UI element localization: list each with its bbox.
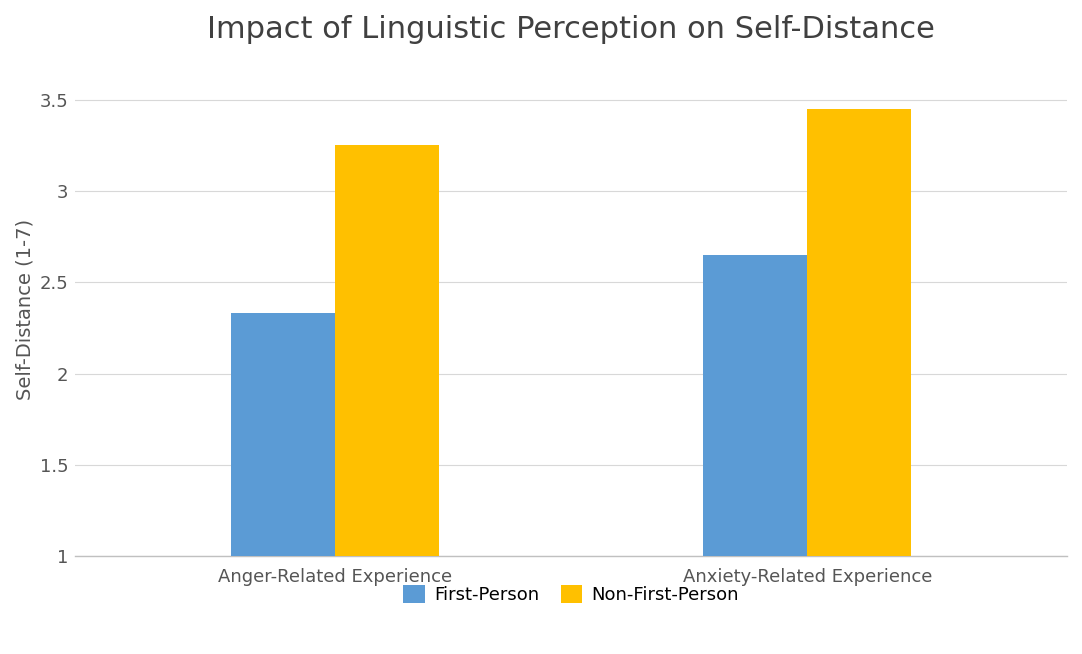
Y-axis label: Self-Distance (1-7): Self-Distance (1-7) (15, 219, 34, 400)
Bar (703, 255, 807, 557)
Title: Impact of Linguistic Perception on Self-Distance: Impact of Linguistic Perception on Self-… (207, 15, 935, 44)
Legend: First-Person, Non-First-Person: First-Person, Non-First-Person (396, 577, 747, 611)
Bar (232, 313, 335, 557)
Bar (807, 109, 911, 557)
Bar (335, 145, 439, 557)
